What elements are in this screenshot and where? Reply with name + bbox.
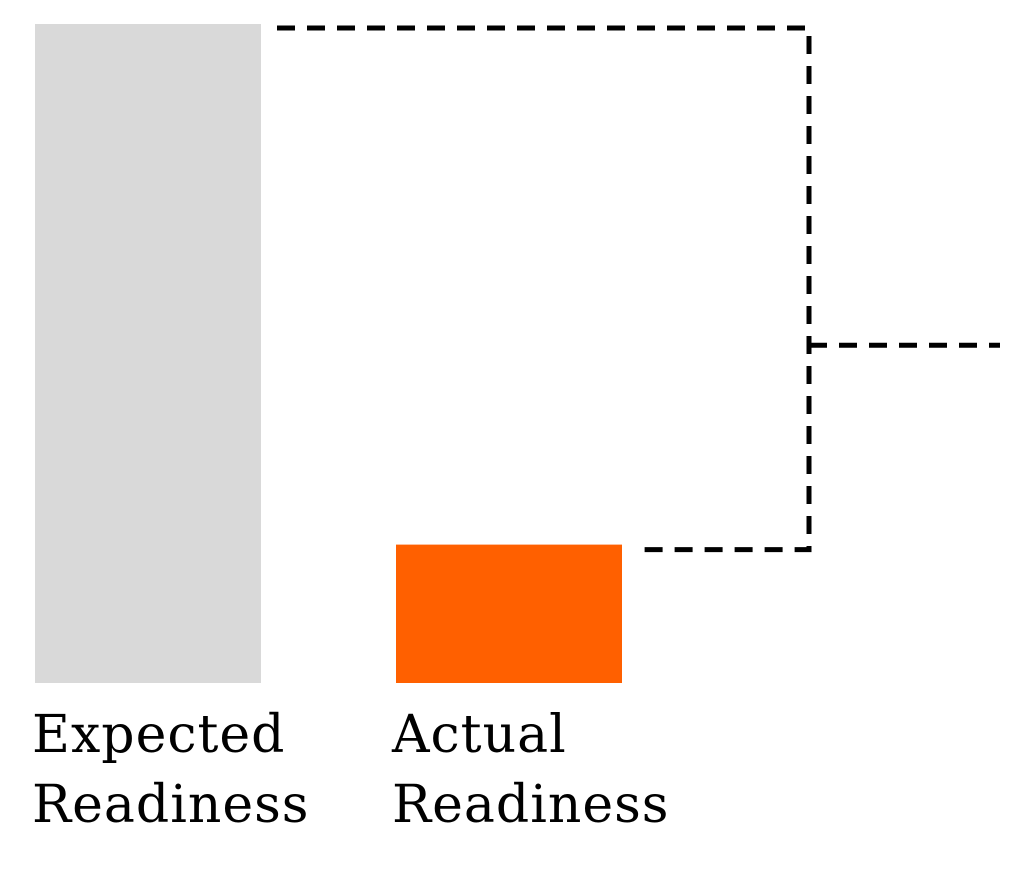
category-label-expected-line1: Expected — [32, 705, 286, 765]
category-label-actual: Actual Readiness — [392, 700, 669, 840]
gap-bracket-connector — [277, 25, 812, 553]
bar-expected-readiness — [35, 24, 261, 683]
category-label-expected: Expected Readiness — [32, 700, 309, 840]
category-label-actual-line1: Actual — [392, 705, 567, 765]
bar-actual-readiness — [396, 544, 622, 683]
category-label-actual-line2: Readiness — [392, 775, 670, 835]
category-label-expected-line2: Readiness — [32, 775, 310, 835]
